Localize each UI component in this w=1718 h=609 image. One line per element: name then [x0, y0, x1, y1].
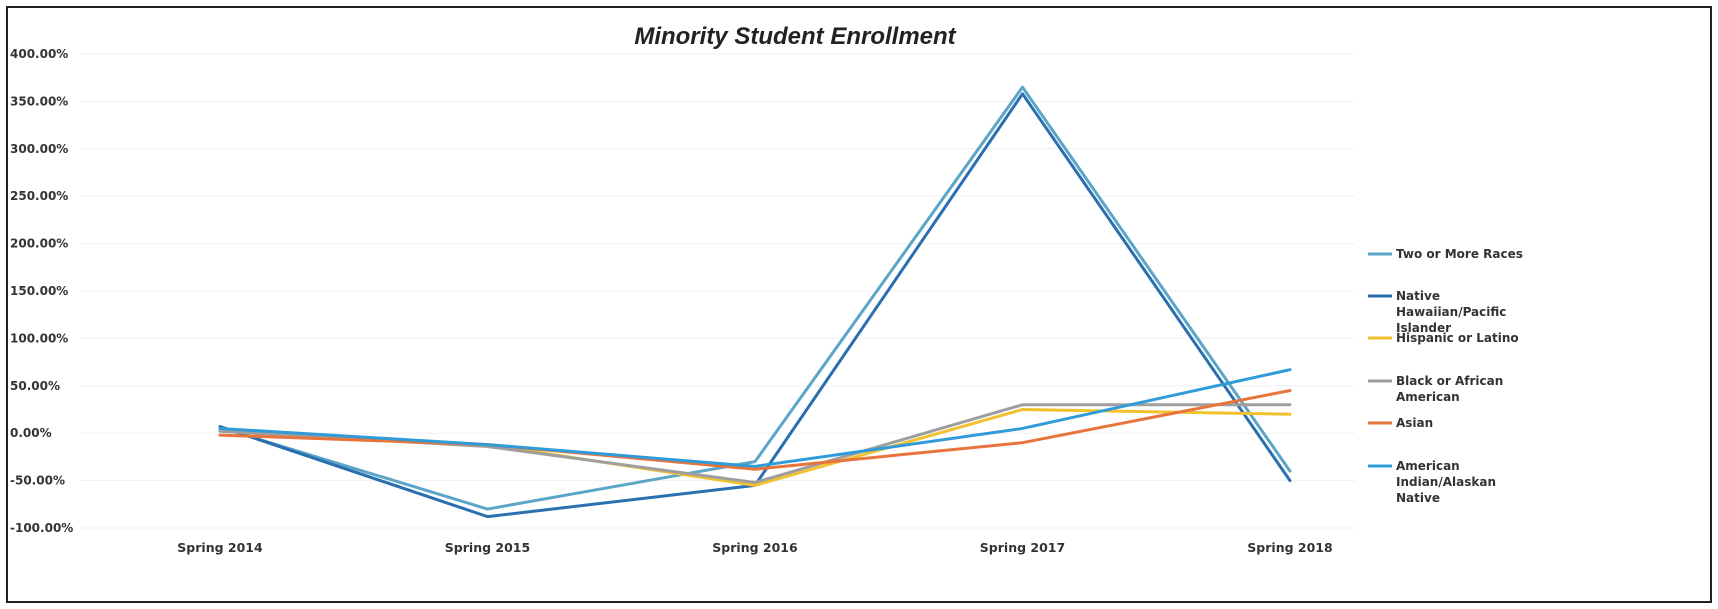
legend-label: Asian: [1396, 416, 1433, 430]
y-tick-label: 200.00%: [10, 237, 68, 251]
y-tick-label: 0.00%: [10, 426, 52, 440]
legend: Two or More Races Native Hawaiian/Pacific I…: [1368, 247, 1523, 505]
legend-label: Two or More Races: [1396, 247, 1523, 261]
legend-label: Hispanic or Latino: [1396, 331, 1519, 345]
chart-title: Minority Student Enrollment: [634, 23, 956, 50]
x-tick-label: Spring 2014: [177, 540, 263, 555]
y-tick-label: 50.00%: [10, 379, 60, 393]
y-tick-label: 100.00%: [10, 331, 68, 345]
y-tick-label: 400.00%: [10, 47, 68, 61]
series-line-3: [218, 403, 1292, 484]
y-tick-label: 300.00%: [10, 142, 68, 156]
y-tick-label: 350.00%: [10, 94, 68, 108]
chart-frame: [6, 6, 1712, 603]
series-line-1: [218, 92, 1292, 519]
x-tick-label: Spring 2017: [980, 540, 1065, 555]
legend-label: Native Hawaiian/Pacific Islander: [1396, 289, 1506, 335]
legend-label: American Indian/Alaskan Native: [1396, 459, 1496, 505]
x-tick-label: Spring 2015: [445, 540, 530, 555]
x-tick-label: Spring 2018: [1247, 540, 1332, 555]
legend-label: Black or African American: [1396, 374, 1503, 404]
y-tick-label: 250.00%: [10, 189, 68, 203]
y-tick-label: -100.00%: [10, 521, 73, 535]
y-tick-label: -50.00%: [10, 474, 65, 488]
series-line-5: [218, 368, 1292, 468]
series-line-0: [218, 85, 1292, 511]
y-axis: 400.00% 350.00% 300.00% 250.00% 200.00% 150.0…: [10, 47, 73, 535]
y-tick-label: 150.00%: [10, 284, 68, 298]
series-lines: [218, 85, 1292, 519]
x-tick-label: Spring 2016: [712, 540, 798, 555]
x-axis: Spring 2014 Spring 2015 Spring 2016 Spring …: [177, 540, 1332, 555]
series-line-4: [218, 389, 1292, 471]
